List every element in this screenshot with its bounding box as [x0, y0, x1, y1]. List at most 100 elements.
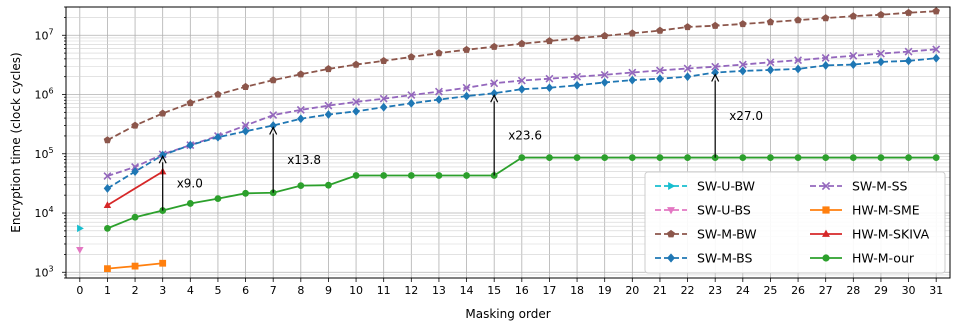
data-point: [241, 126, 250, 136]
annotation-arrow-head: [269, 126, 278, 135]
data-point: [905, 154, 912, 162]
x-tick-label: 27: [819, 284, 833, 297]
data-point: [131, 121, 139, 129]
data-point: [407, 53, 416, 61]
legend-swatch-marker: [822, 229, 830, 237]
ratio-annotation: x9.0: [158, 154, 203, 211]
data-point: [877, 57, 885, 67]
legend-entry: SW-U-BS: [655, 203, 751, 218]
data-point: [849, 51, 858, 60]
data-point: [77, 224, 84, 233]
x-tick-label: 1: [104, 284, 111, 297]
x-tick-label: 25: [763, 284, 777, 297]
data-point: [600, 31, 609, 39]
data-point: [324, 65, 333, 73]
data-point: [76, 247, 84, 254]
data-point: [711, 154, 719, 162]
ratio-annotation: x23.6: [490, 93, 542, 176]
data-point: [241, 82, 250, 90]
data-point: [269, 111, 278, 120]
data-point: [655, 66, 664, 75]
x-tick-label: 13: [432, 284, 446, 297]
series-hw-m-sme: [104, 259, 167, 273]
legend-swatch-marker: [822, 206, 830, 214]
annotation-label: x27.0: [729, 109, 763, 123]
data-point: [352, 60, 360, 68]
legend-label: SW-M-SS: [852, 179, 908, 194]
data-point: [877, 10, 885, 18]
data-point: [573, 80, 581, 90]
data-point: [269, 76, 277, 84]
data-point: [849, 154, 857, 162]
data-point: [131, 162, 140, 171]
x-tick-label: 20: [625, 284, 639, 297]
data-point: [877, 154, 885, 162]
data-point: [656, 74, 664, 84]
legend-label: HW-M-SKIVA: [852, 227, 930, 242]
data-point: [545, 83, 554, 93]
x-tick-label: 12: [404, 284, 418, 297]
x-tick-label: 17: [542, 284, 556, 297]
data-point: [131, 167, 139, 177]
x-tick-label: 24: [736, 284, 750, 297]
data-point: [821, 14, 830, 22]
x-tick-label: 11: [377, 284, 391, 297]
data-point: [103, 201, 112, 209]
annotation-label: x13.8: [287, 153, 321, 167]
x-tick-label: 30: [902, 284, 916, 297]
data-point: [435, 95, 443, 105]
data-point: [766, 58, 775, 67]
data-point: [766, 18, 775, 26]
legend-label: HW-M-our: [852, 251, 915, 266]
data-point: [684, 154, 691, 162]
annotation-label: x23.6: [508, 128, 542, 142]
legend-entry: SW-U-BW: [655, 179, 755, 194]
data-point: [104, 265, 111, 273]
data-point: [573, 72, 582, 81]
data-point: [932, 7, 940, 15]
series-layer: [76, 7, 941, 273]
data-point: [379, 56, 388, 65]
series-line: [106, 170, 164, 207]
data-point: [904, 8, 913, 16]
data-point: [876, 49, 885, 58]
data-point: [600, 78, 609, 87]
x-tick-label: 29: [874, 284, 888, 297]
data-point: [766, 65, 775, 75]
data-point: [573, 34, 581, 42]
data-point: [711, 21, 719, 29]
data-point: [546, 154, 553, 162]
x-tick-label: 7: [270, 284, 277, 297]
y-tick-label: 104: [34, 205, 53, 220]
legend-swatch-marker: [667, 253, 675, 263]
data-point: [821, 53, 830, 62]
data-point: [794, 16, 802, 24]
legend-swatch-marker: [668, 182, 676, 190]
x-tick-label: 16: [515, 284, 529, 297]
data-point: [158, 109, 167, 117]
annotation-label: x9.0: [177, 176, 203, 190]
data-point: [435, 172, 443, 179]
x-tick-label: 9: [325, 284, 332, 297]
legend-swatch-marker: [667, 229, 675, 238]
data-point: [407, 91, 416, 100]
series-hw-m-our: [104, 154, 940, 232]
x-axis-ticks: 0 1 2 3 4 5 6 7 8 9 10 11 12 13 14 15 16 17 18 19 20 21 22 23 24…: [76, 278, 943, 297]
series-sw-m-ss: [103, 45, 941, 181]
legend-entry: SW-M-SS: [810, 179, 908, 194]
y-tick-label: 107: [34, 27, 53, 42]
legend-entry: HW-M-SME: [810, 203, 920, 218]
data-point: [324, 101, 333, 110]
data-point: [628, 75, 637, 85]
data-point: [517, 76, 526, 85]
data-point: [296, 105, 305, 114]
data-point: [380, 172, 388, 179]
data-point: [794, 56, 803, 65]
y-axis-ticks: 103 104 105 106 107: [34, 6, 66, 279]
data-point: [241, 121, 250, 130]
data-point: [269, 121, 277, 130]
data-point: [794, 64, 802, 74]
legend-label: HW-M-SME: [852, 203, 920, 218]
x-tick-label: 28: [846, 284, 860, 297]
x-tick-label: 5: [214, 284, 221, 297]
